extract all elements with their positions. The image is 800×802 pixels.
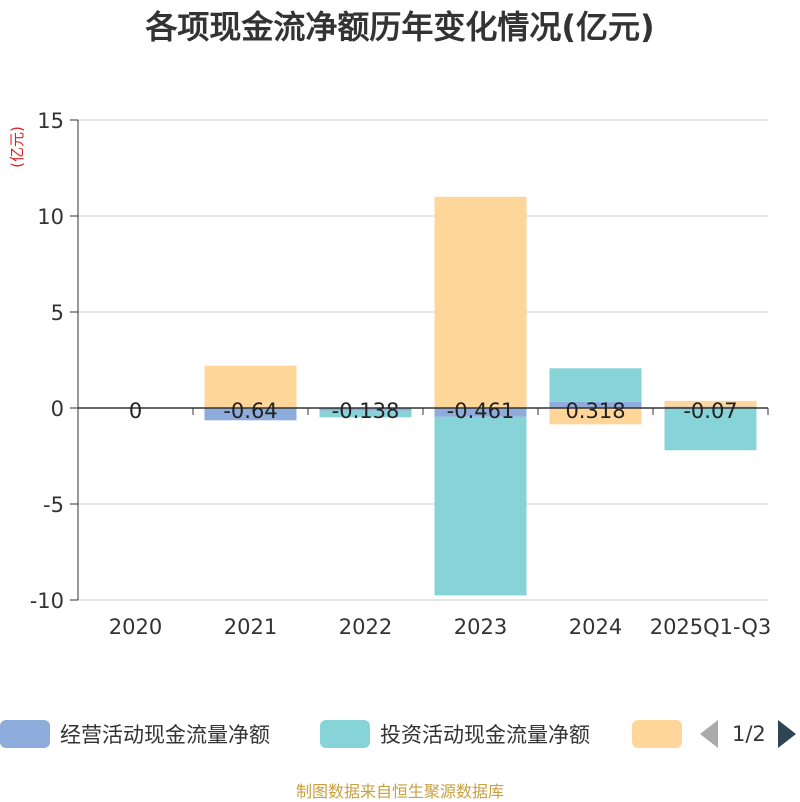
legend-swatch-financing: [632, 720, 682, 748]
y-tick-label: -10: [30, 589, 64, 613]
legend-swatch-operating: [0, 720, 50, 748]
bars: [204, 196, 757, 596]
bar-series2-2023: [434, 196, 527, 408]
x-tick-label: 2024: [569, 615, 622, 639]
data-label: -0.64: [223, 399, 277, 423]
legend-page-number: 1/2: [732, 722, 766, 746]
y-axis-label: (亿元): [8, 126, 26, 168]
bar-series2-2021: [204, 365, 297, 408]
x-tick-label: 2025Q1-Q3: [650, 615, 772, 639]
y-tick-label: 15: [37, 109, 64, 133]
source-note: 制图数据来自恒生聚源数据库: [295, 782, 504, 801]
legend-label-operating: 经营活动现金流量净额: [60, 723, 270, 747]
bar-series1-2024: [549, 368, 642, 402]
x-tick-label: 2020: [109, 615, 162, 639]
bar-series0-2024: [549, 401, 642, 408]
legend-item-operating[interactable]: 经营活动现金流量净额: [0, 716, 270, 752]
legend-item-financing[interactable]: [632, 716, 692, 752]
legend-label-investing: 投资活动现金流量净额: [380, 723, 590, 747]
data-labels: 0 -0.64 -0.138 -0.461 0.318 -0.07: [129, 399, 738, 423]
bar-series0-2023: [434, 408, 527, 417]
bar-series2-2025Q1-Q3: [664, 400, 757, 407]
y-tick-label: 5: [51, 301, 64, 325]
bar-series1-2023: [434, 416, 527, 596]
bar-series1-2025Q1-Q3: [664, 408, 757, 451]
legend-next-icon[interactable]: [777, 720, 796, 748]
y-tick-label: 10: [37, 205, 64, 229]
legend: 经营活动现金流量净额 投资活动现金流量净额 1/2: [0, 716, 800, 752]
y-tick-label: -5: [43, 493, 64, 517]
legend-swatch-investing: [320, 720, 370, 748]
x-tick-label: 2023: [454, 615, 507, 639]
legend-pager: 1/2: [700, 716, 796, 752]
x-tick-label: 2021: [224, 615, 277, 639]
y-tick-label: 0: [51, 397, 64, 421]
grid-lines: [78, 119, 768, 601]
data-label: -0.461: [447, 399, 515, 423]
legend-prev-icon[interactable]: [700, 720, 718, 748]
data-label: 0.318: [565, 399, 625, 423]
x-tick-label: 2022: [339, 615, 392, 639]
bar-series2-2024: [549, 408, 642, 425]
data-label: 0: [129, 399, 142, 423]
chart-title: 各项现金流净额历年变化情况(亿元): [145, 8, 655, 46]
axes: 15 10 5 0 -5 -10 2020 2021 2022 2023 2024 2025Q1-Q3: [30, 109, 772, 639]
legend-item-investing[interactable]: 投资活动现金流量净额: [320, 716, 590, 752]
data-label: -0.07: [683, 399, 737, 423]
bar-series0-2022: [319, 408, 412, 411]
bar-series1-2022: [319, 410, 412, 418]
bar-series0-2021: [204, 408, 297, 421]
data-label: -0.138: [332, 399, 400, 423]
bar-chart: 15 10 5 0 -5 -10 2020 2021 2022 2023 2024 2025Q1-Q3…: [8, 109, 772, 639]
